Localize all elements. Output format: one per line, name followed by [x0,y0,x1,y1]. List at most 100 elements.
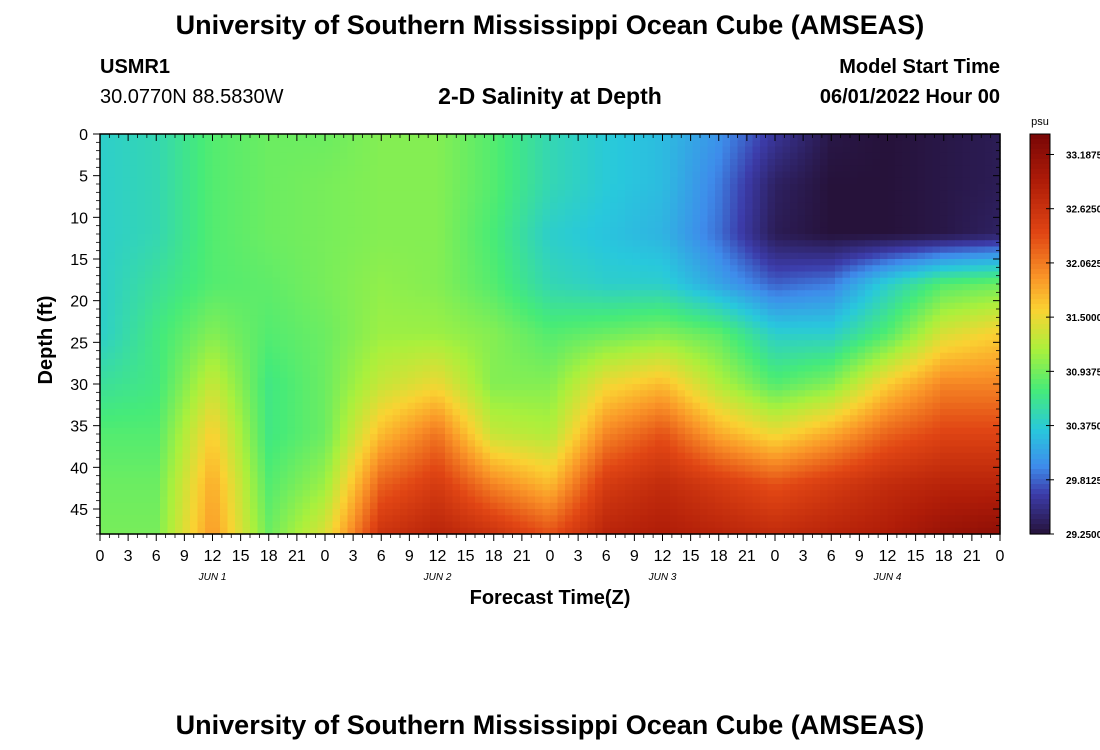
heatmap-cell [422,327,431,335]
heatmap-cell [685,334,694,341]
heatmap-cell [272,359,281,366]
heatmap-cell [820,321,829,329]
heatmap-cell [197,315,206,323]
heatmap-cell [115,265,124,273]
heatmap-cell [340,146,349,154]
heatmap-cell [137,321,146,329]
heatmap-cell [167,390,176,398]
heatmap-cell [145,290,154,298]
heatmap-cell [910,290,919,298]
heatmap-cell [887,140,896,148]
heatmap-cell [340,246,349,254]
heatmap-cell [422,377,431,385]
heatmap-cell [347,302,356,310]
heatmap-cell [857,159,866,166]
heatmap-cell [970,134,979,141]
heatmap-cell [400,240,409,248]
heatmap-cell [332,359,341,366]
heatmap-cell [602,271,611,279]
heatmap-cell [235,190,244,198]
heatmap-cell [880,196,889,204]
heatmap-cell [182,352,191,360]
heatmap-cell [827,302,836,310]
heatmap-cell [955,359,964,366]
heatmap-cell [962,246,971,254]
heatmap-cell [355,215,364,223]
heatmap-cell [302,321,311,329]
heatmap-cell [835,309,844,316]
heatmap-cell [145,202,154,210]
heatmap-cell [152,146,161,154]
heatmap-cell [917,196,926,204]
heatmap-cell [835,365,844,373]
heatmap-cell [385,384,394,391]
heatmap-cell [460,290,469,298]
heatmap-cell [392,309,401,316]
heatmap-cell [872,140,881,148]
heatmap-cell [925,152,934,160]
heatmap-cell [685,259,694,266]
heatmap-cell [820,202,829,210]
heatmap-cell [745,271,754,279]
heatmap-cell [805,302,814,310]
heatmap-cell [962,277,971,285]
heatmap-cell [182,196,191,204]
heatmap-cell [392,327,401,335]
heatmap-cell [895,315,904,323]
heatmap-cell [137,371,146,379]
heatmap-cell [835,227,844,235]
heatmap-cell [265,190,274,198]
heatmap-cell [467,196,476,204]
heatmap-cell [152,171,161,179]
heatmap-cell [917,190,926,198]
heatmap-cell [107,346,116,354]
heatmap-cell [647,140,656,148]
heatmap-cell [497,221,506,229]
heatmap-cell [880,171,889,179]
heatmap-cell [430,259,439,266]
heatmap-cell [685,302,694,310]
heatmap-cell [677,209,686,216]
heatmap-cell [587,384,596,391]
heatmap-cell [790,234,799,241]
heatmap-cell [917,140,926,148]
heatmap-cell [932,159,941,166]
heatmap-cell [940,321,949,329]
heatmap-cell [100,159,109,166]
heatmap-cell [647,327,656,335]
heatmap-cell [370,371,379,379]
heatmap-cell [220,190,229,198]
heatmap-cell [527,384,536,391]
heatmap-cell [760,177,769,185]
heatmap-cell [445,215,454,223]
heatmap-cell [475,190,484,198]
heatmap-cell [812,221,821,229]
heatmap-cell [850,146,859,154]
heatmap-cell [550,134,559,141]
heatmap-cell [452,202,461,210]
heatmap-cell [430,315,439,323]
heatmap-cell [707,234,716,241]
heatmap-cell [527,296,536,304]
heatmap-cell [820,340,829,348]
heatmap-cell [430,227,439,235]
heatmap-cell [197,159,206,166]
heatmap-cell [167,196,176,204]
heatmap-cell [872,352,881,360]
heatmap-cell [182,152,191,160]
heatmap-cell [790,146,799,154]
heatmap-cell [137,171,146,179]
heatmap-cell [805,209,814,216]
heatmap-cell [707,321,716,329]
heatmap-cell [692,371,701,379]
heatmap-cell [700,177,709,185]
model-start-value: 06/01/2022 Hour 00 [819,86,1000,108]
heatmap-cell [227,284,236,291]
heatmap-cell [527,365,536,373]
heatmap-cell [220,165,229,173]
heatmap-cell [865,346,874,354]
heatmap-cell [160,377,169,385]
heatmap-cell [392,265,401,273]
heatmap-cell [580,177,589,185]
heatmap-cell [167,221,176,229]
